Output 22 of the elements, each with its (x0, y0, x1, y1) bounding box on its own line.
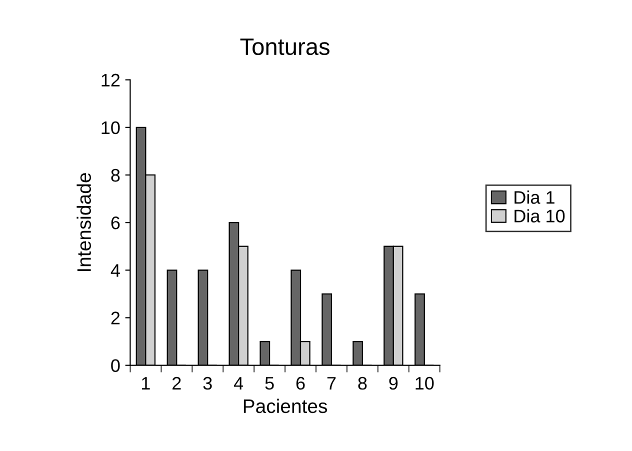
x-tick-label: 5 (265, 377, 274, 390)
y-tick-label: 6 (111, 216, 120, 230)
chart-title: Tonturas (240, 38, 330, 56)
y-tick-label: 2 (111, 312, 120, 324)
legend-label: Dia 1 (514, 190, 554, 204)
y-tick-label: 10 (102, 121, 120, 134)
x-tick-label: 10 (416, 376, 434, 390)
legend-label: Dia 10 (514, 209, 565, 222)
y-axis-title: Intensidade (76, 173, 91, 272)
x-tick-label: 6 (296, 376, 305, 390)
x-tick-label: 9 (389, 376, 398, 390)
y-tick-label: 8 (111, 168, 120, 182)
x-tick-label: 1 (142, 377, 150, 390)
x-tick-label: 2 (172, 376, 181, 390)
y-tick-label: 4 (110, 264, 120, 277)
y-tick-label: 12 (102, 74, 120, 86)
x-axis-title: Pacientes (244, 398, 328, 414)
x-tick-label: 4 (234, 377, 244, 390)
y-tick-label: 0 (111, 359, 120, 372)
x-tick-label: 7 (327, 377, 336, 390)
x-tick-label: 8 (358, 376, 367, 390)
x-tick-label: 3 (203, 376, 212, 390)
